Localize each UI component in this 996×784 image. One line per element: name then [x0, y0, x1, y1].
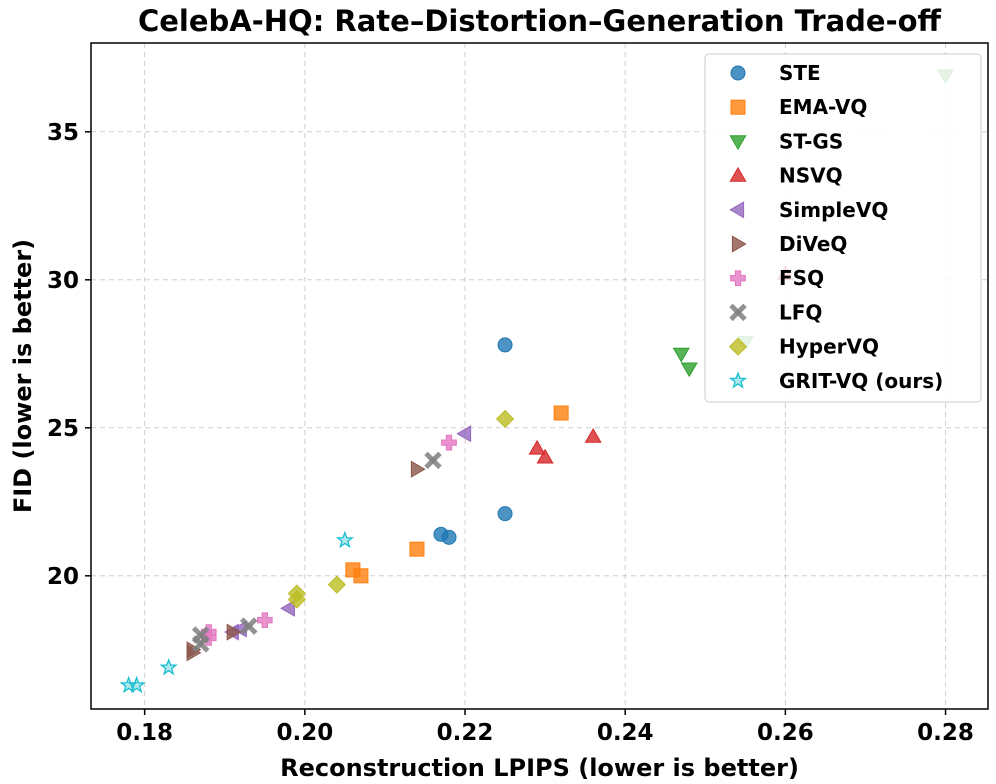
- point-hypervq: [495, 409, 515, 429]
- legend-label-hypervq: HyperVQ: [779, 335, 879, 359]
- point-hypervq: [327, 575, 346, 594]
- point-nsvq: [584, 427, 602, 443]
- y-tick-label: 25: [47, 416, 79, 442]
- y-axis-label: FID (lower is better): [9, 239, 37, 513]
- point-st-gs: [680, 362, 698, 378]
- point-st-gs: [672, 347, 690, 363]
- legend-marker-simplevq: [729, 201, 745, 219]
- legend-marker-grit-vq-ours: [728, 371, 748, 389]
- point-simplevq: [280, 599, 295, 617]
- point-ema-vq: [353, 568, 369, 584]
- legend-marker-diveq: [731, 235, 747, 253]
- legend-marker-fsq: [730, 270, 746, 287]
- point-grit-vq-ours: [159, 657, 178, 676]
- legend-label-simplevq: SimpleVQ: [779, 198, 888, 222]
- x-axis-label: Reconstruction LPIPS (lower is better): [280, 754, 799, 782]
- legend-marker-ste: [730, 65, 746, 81]
- point-fsq: [256, 612, 273, 629]
- legend-label-nsvq: NSVQ: [779, 164, 843, 188]
- legend-box: [704, 53, 982, 403]
- point-ema-vq: [553, 405, 569, 421]
- legend-marker-ema-vq: [730, 99, 746, 115]
- point-grit-vq-ours: [335, 530, 355, 549]
- point-simplevq: [456, 425, 472, 443]
- point-ste: [441, 529, 457, 545]
- legend-label-fsq: FSQ: [779, 266, 824, 290]
- point-ste: [497, 337, 513, 353]
- y-tick-label: 35: [47, 120, 79, 146]
- legend-label-st-gs: ST-GS: [779, 129, 843, 153]
- point-lfq: [191, 635, 210, 653]
- plot-frame: [90, 42, 989, 710]
- x-tick-label: 0.26: [757, 720, 814, 746]
- legend-label-ste: STE: [779, 61, 821, 85]
- x-tick-label: 0.22: [437, 720, 494, 746]
- y-tick-label: 30: [47, 268, 79, 294]
- x-tick-label: 0.18: [116, 720, 173, 746]
- point-hypervq: [287, 590, 306, 609]
- legend-label-lfq: LFQ: [779, 300, 822, 324]
- legend-marker-st-gs: [729, 135, 747, 151]
- legend-marker-lfq: [729, 303, 747, 322]
- x-tick-label: 0.24: [597, 720, 654, 746]
- legend-marker-nsvq: [729, 166, 747, 182]
- x-tick-label: 0.20: [276, 720, 333, 746]
- y-tick-label: 20: [47, 564, 79, 590]
- point-nsvq: [528, 439, 546, 455]
- x-tick-label: 0.28: [917, 720, 974, 746]
- legend-label-ema-vq: EMA-VQ: [779, 95, 867, 119]
- point-lfq: [424, 451, 442, 470]
- legend-label-diveq: DiVeQ: [779, 232, 847, 256]
- legend: STE EMA-VQ ST-GS NSVQ SimpleVQ DiVeQ FSQ LFQ Hyp…: [704, 53, 982, 403]
- legend-marker-hypervq: [728, 337, 748, 356]
- point-ste: [497, 506, 513, 522]
- point-fsq: [441, 434, 457, 451]
- point-diveq: [410, 460, 426, 478]
- chart-title: CelebA-HQ: Rate–Distortion–Generation Tr…: [138, 4, 942, 38]
- point-grit-vq-ours: [119, 675, 138, 694]
- axis-ticks: 0.18 0.20 0.22 0.24 0.26 0.28 20 25 30 35: [47, 120, 974, 746]
- legend-label-grit-vq-ours: GRIT-VQ (ours): [779, 369, 943, 393]
- point-ema-vq: [409, 541, 425, 557]
- point-nsvq: [536, 448, 554, 464]
- point-diveq: [226, 623, 242, 641]
- point-lfq: [240, 617, 258, 635]
